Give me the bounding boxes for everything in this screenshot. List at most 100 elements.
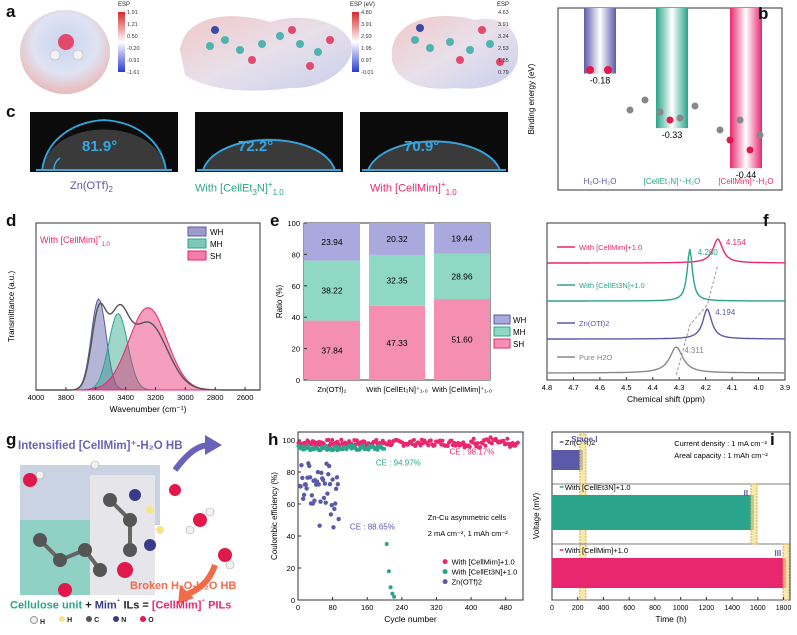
panel-c: c 81.9° 72.2° 70.9° Zn(OTf)2 With [CellE… — [0, 100, 520, 200]
bar-segment-WH — [369, 223, 425, 255]
ce-point-cellmim — [471, 436, 476, 441]
molecule-atom-icon — [716, 126, 724, 134]
plot-frame — [297, 431, 524, 601]
molecule-atom-icon — [676, 114, 684, 122]
legend-label: With [CellMim]+1.0 — [452, 558, 515, 567]
x-tick-label: 1400 — [724, 605, 740, 612]
note-label: Current density : 1 mA cm⁻² — [674, 439, 767, 448]
esp-scale-value: 3.91 — [498, 22, 509, 28]
esp-surface-celleton — [180, 16, 352, 91]
ce-point-cellmim — [483, 443, 488, 448]
series-label: With [CellMim]+1.0 — [579, 243, 642, 252]
esp-scale-value: 1.21 — [127, 22, 138, 28]
y-tick-label: 0 — [296, 376, 300, 385]
ce-point-znotf2 — [327, 482, 333, 487]
ce-point-cellmim — [515, 440, 520, 445]
panel-label-g: g — [6, 430, 17, 449]
legend-label: MH — [210, 240, 223, 249]
ce-point-cellmim — [475, 441, 480, 446]
colorbar-2 — [352, 12, 359, 72]
panel-b: b -0.18 H₂O-H₂O -0.33 [CellEt₃N]⁺-H₂O -0.44[… — [520, 0, 797, 200]
legend-swatch — [187, 226, 207, 237]
ce-point-znotf2 — [318, 499, 323, 504]
bar-segment-SH — [434, 298, 490, 380]
peak-label: 4.154 — [726, 238, 747, 247]
esp-scale-value: -0.20 — [127, 46, 140, 52]
y-tick-label: 20 — [292, 345, 300, 354]
esp-scale-value: 0.50 — [127, 34, 138, 40]
x-tick-label: 0 — [550, 605, 554, 612]
ce-point-znotf2 — [332, 506, 337, 512]
y-tick-label: 0 — [291, 596, 295, 605]
atom-h — [49, 49, 61, 61]
segment-value-label: 28.96 — [451, 271, 473, 281]
bar-value-label: -0.33 — [662, 130, 683, 140]
voltage-trace — [552, 558, 787, 588]
mechanism-schematic — [20, 435, 235, 604]
legend-label: SH — [513, 340, 524, 349]
ce-point-cellmim — [426, 443, 431, 448]
legend-c: C — [86, 616, 99, 626]
y-tick-label: 80 — [292, 250, 300, 259]
esp-title-2: ESP (eV) — [350, 2, 375, 8]
esp-scale-value: -1.61 — [127, 70, 140, 76]
esp-scale-value: 1.91 — [127, 10, 138, 16]
x-tick-label: 200 — [572, 605, 584, 612]
ce-point-znotf2 — [323, 500, 328, 505]
molecule-atom-icon — [666, 116, 674, 124]
x-tick-label: 2800 — [207, 393, 224, 402]
legend-h2: H — [59, 616, 72, 626]
segment-value-label: 37.84 — [321, 345, 343, 355]
bar-segment-WH — [304, 223, 360, 261]
ce-point-celleton — [388, 585, 393, 590]
ce-point-cellmim — [411, 437, 416, 442]
legend-swatch — [187, 250, 207, 261]
bar-segment-MH — [369, 254, 425, 306]
binding-energy-chart: -0.18 H₂O-H₂O -0.33 [CellEt₃N]⁺-H₂O -0.44[Ce… — [527, 7, 783, 191]
water-molecule-icon — [586, 66, 594, 74]
bar-2 — [730, 8, 762, 169]
ce-point-znotf2 — [304, 486, 309, 491]
ce-point-znotf2 — [322, 481, 328, 486]
x-tick-label: 4000 — [28, 393, 45, 402]
bar-segment-SH — [304, 320, 360, 380]
ce-point-znotf2 — [330, 477, 335, 482]
series-label: Zn(OTf)2 — [579, 319, 609, 328]
y-tick-label: 100 — [282, 436, 295, 445]
category-label: [CellMim]⁺-H₂O — [718, 177, 773, 186]
spectrum-line — [547, 238, 785, 264]
panel-label-c: c — [6, 102, 16, 121]
ce-point-cellmim — [418, 443, 423, 448]
ce-point-znotf2 — [321, 495, 327, 501]
x-tick-label: 1200 — [699, 605, 715, 612]
cell-annotation: Zn-Cu asymmetric cells — [428, 513, 507, 522]
segment-value-label: 47.33 — [386, 338, 408, 348]
series-label: With [CellEt3N]+1.0 — [565, 483, 631, 492]
contact-angle-image-2 — [195, 112, 343, 172]
x-tick-label: 4.7 — [568, 383, 578, 392]
esp-scale-value: 1.55 — [498, 58, 509, 64]
ce-point-cellmim — [432, 443, 437, 448]
ce-point-znotf2 — [335, 481, 341, 487]
contact-angle-value-1: 81.9° — [82, 138, 118, 155]
panel-label-b: b — [758, 4, 769, 23]
esp-title-1: ESP — [118, 2, 131, 8]
legend-label: SH — [210, 252, 221, 261]
x-tick-label: 480 — [499, 603, 512, 612]
x-axis-label: Wavenumber (cm⁻¹) — [110, 404, 187, 414]
category-label: With [CellEt₃N]⁺₁.₀ — [366, 385, 427, 394]
panel-label-h: h — [268, 430, 279, 449]
x-tick-label: 400 — [465, 603, 478, 612]
molecule-atom-icon — [691, 102, 699, 110]
contact-angle-image-1 — [30, 112, 178, 172]
ce-point-znotf2 — [333, 501, 338, 506]
legend-label: MH — [513, 328, 526, 337]
caption-zn-otf2: Zn(OTf)2 — [70, 180, 113, 195]
ce-point-znotf2 — [328, 512, 334, 517]
ce-point-znotf2 — [303, 482, 308, 487]
esp-scale-value: 4.80 — [361, 10, 372, 16]
x-tick-label: 4.8 — [542, 383, 552, 392]
caption-with-cellmim: With [CellMim]+1.0 — [370, 180, 457, 197]
y-tick-label: 60 — [292, 282, 300, 291]
